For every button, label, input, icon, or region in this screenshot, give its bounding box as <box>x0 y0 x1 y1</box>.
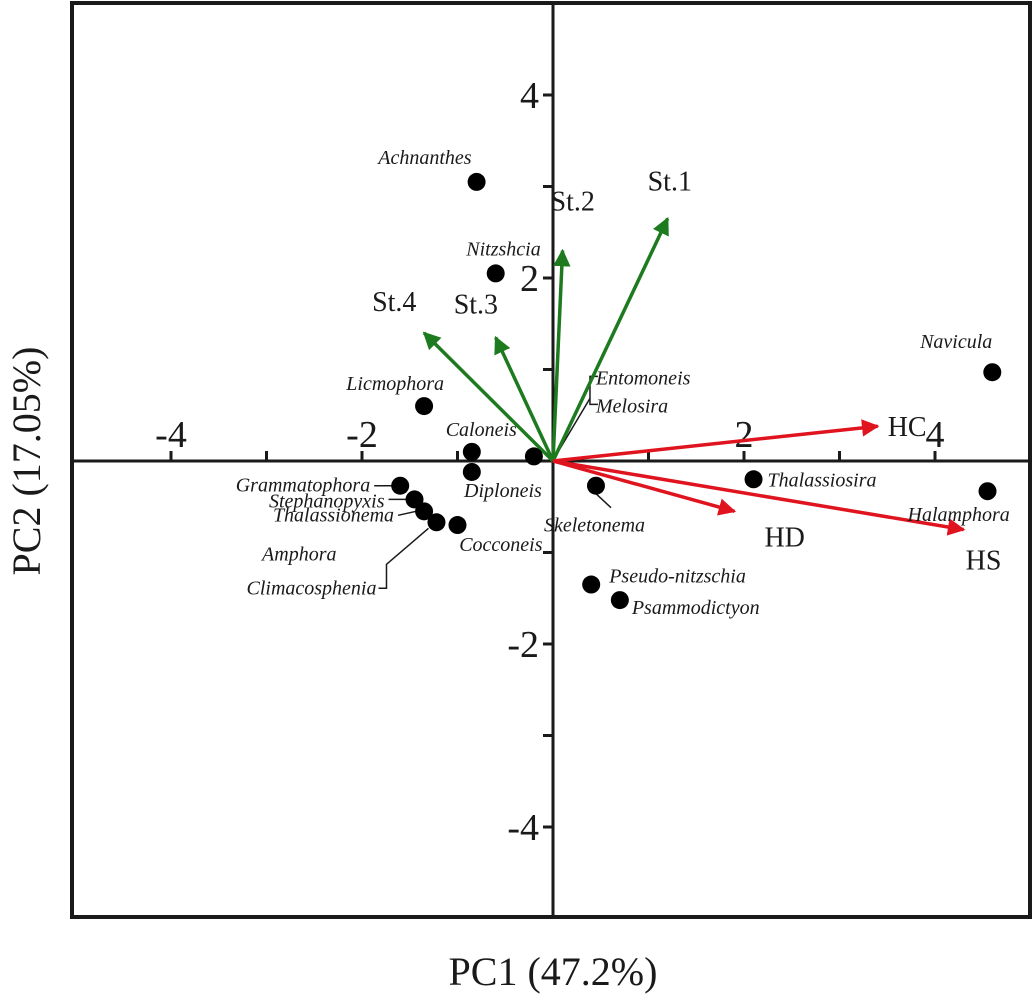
species-label: Navicula <box>919 331 992 353</box>
species-point <box>462 442 481 461</box>
vector-st4 <box>422 331 555 463</box>
species-label: Caloneis <box>446 419 517 441</box>
species-point <box>415 397 434 416</box>
x-tick-label: -4 <box>155 414 187 456</box>
species-point <box>586 476 605 495</box>
leader-bracket <box>378 527 429 590</box>
vector-label: St.2 <box>551 187 595 218</box>
species-point <box>486 264 505 283</box>
vector-st2 <box>551 248 571 462</box>
species-point <box>462 462 481 481</box>
species-point <box>582 575 601 594</box>
y-tick-label: -4 <box>507 807 539 849</box>
y-tick-label: -2 <box>507 624 539 666</box>
vector-label: HD <box>764 522 804 553</box>
vector-hc <box>552 419 880 463</box>
species-label: Skeletonema <box>544 515 645 537</box>
species-label: Pseudo-nitzschia <box>608 566 746 588</box>
species-point <box>978 482 997 501</box>
species-label: Halamphora <box>907 504 1010 526</box>
y-tick-label: 2 <box>520 258 539 300</box>
x-tick-label: 2 <box>735 414 754 456</box>
species-label: Stephanopyxis <box>269 490 385 512</box>
leader-line <box>397 510 417 517</box>
vector-hd <box>552 459 737 516</box>
species-label: Amphora <box>260 543 336 565</box>
vector-label: St.1 <box>648 167 692 198</box>
species-point <box>448 516 467 535</box>
species-point <box>391 476 410 495</box>
x-axis-title: PC1 (47.2%) <box>449 949 658 994</box>
species-label: Cocconeis <box>459 534 543 556</box>
species-point <box>610 591 629 610</box>
species-label: Thalassiosira <box>768 469 877 491</box>
species-label: Achnanthes <box>376 147 472 169</box>
vector-label: HS <box>966 546 1002 577</box>
y-tick-label: 4 <box>520 75 539 117</box>
species-label: Entomoneis <box>595 367 691 389</box>
species-label: Grammatophora <box>236 475 370 497</box>
vector-label: St.4 <box>372 287 416 318</box>
species-label: Climacosphenia <box>246 577 376 599</box>
species-label: Licmophora <box>345 373 444 395</box>
leader-line <box>595 493 612 509</box>
species-point <box>415 502 434 521</box>
species-label: Nitzshcia <box>465 238 540 260</box>
x-tick-label: -2 <box>346 414 378 456</box>
species-point <box>744 470 763 489</box>
species-label: Thalassionema <box>273 504 394 526</box>
species-point <box>983 363 1002 382</box>
species-label: Melosira <box>595 395 668 417</box>
vector-hs <box>552 459 966 536</box>
vector-label: St.3 <box>454 289 498 320</box>
species-label: Psammodictyon <box>631 597 760 619</box>
species-point <box>467 172 486 191</box>
vector-st3 <box>494 335 555 462</box>
vector-st1 <box>551 216 670 462</box>
vector-label: HC <box>888 412 927 443</box>
species-label: Diploneis <box>463 480 542 502</box>
species-point <box>427 513 446 532</box>
species-point <box>524 447 543 466</box>
y-axis-title: PC2 (17.05%) <box>4 347 49 576</box>
x-tick-label: 4 <box>926 414 945 456</box>
